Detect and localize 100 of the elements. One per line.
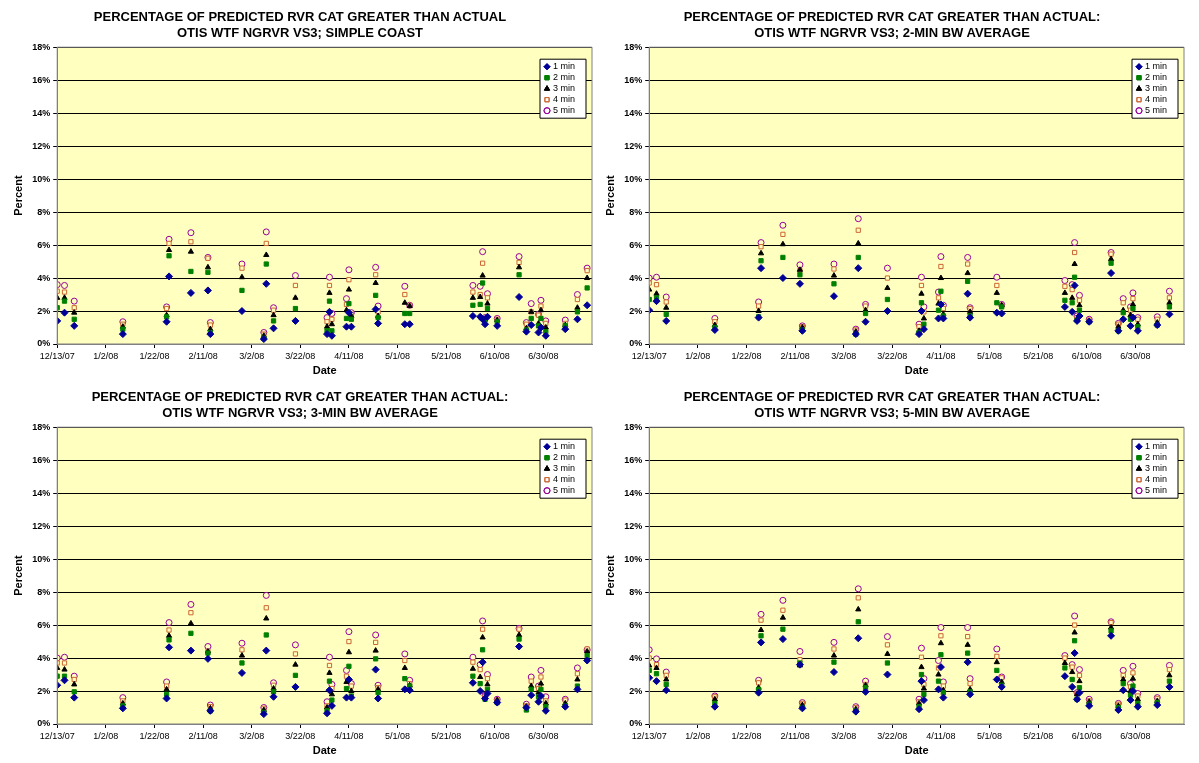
legend-label: 2 min (553, 72, 576, 83)
x-tick-label: 1/22/08 (731, 350, 762, 361)
x-tick-label: 6/10/08 (1071, 350, 1102, 361)
x-tick-label: 1/22/08 (139, 730, 170, 741)
y-tick-label: 12% (624, 520, 643, 531)
chart-title: PERCENTAGE OF PREDICTED RVR CAT GREATER THAN ACTUAL: OTIS WTF NGRVR VS3; 5-MIN BW AVERAGE (683, 389, 1101, 420)
x-axis-title: Date (312, 744, 337, 757)
legend-label: 1 min (553, 61, 576, 72)
x-tick-label: 6/30/08 (528, 350, 559, 361)
x-tick-label: 5/1/08 (385, 730, 411, 741)
x-tick-label: 6/30/08 (1120, 730, 1151, 741)
x-tick-label: 3/22/08 (877, 730, 908, 741)
y-tick-label: 16% (32, 74, 51, 85)
x-tick-label: 1/22/08 (731, 730, 762, 741)
x-tick-label: 12/13/07 (39, 730, 75, 741)
legend-label: 1 min (1145, 441, 1168, 452)
y-tick-label: 8% (629, 206, 643, 217)
y-tick-label: 8% (37, 586, 51, 597)
y-tick-label: 4% (629, 272, 643, 283)
y-tick-label: 14% (32, 107, 51, 118)
y-tick-label: 14% (32, 487, 51, 498)
y-axis-title: Percent (603, 555, 616, 596)
x-tick-label: 1/2/08 (93, 730, 119, 741)
x-tick-label: 4/11/08 (926, 730, 956, 741)
x-tick-label: 4/11/08 (334, 350, 364, 361)
y-tick-label: 0% (629, 338, 643, 349)
y-tick-label: 18% (32, 41, 51, 52)
x-tick-label: 4/11/08 (926, 350, 956, 361)
y-tick-label: 12% (32, 520, 51, 531)
legend-label: 2 min (553, 452, 576, 463)
x-tick-label: 2/11/08 (188, 730, 218, 741)
legend-label: 5 min (553, 485, 576, 496)
x-tick-label: 3/2/08 (239, 730, 265, 741)
legend-label: 5 min (553, 105, 576, 116)
y-tick-label: 10% (32, 553, 51, 564)
x-tick-label: 3/2/08 (831, 730, 857, 741)
x-axis-title: Date (904, 744, 929, 757)
legend-label: 4 min (553, 474, 576, 485)
y-tick-label: 0% (37, 718, 51, 729)
x-tick-label: 1/2/08 (685, 730, 711, 741)
legend-label: 5 min (1145, 485, 1168, 496)
x-tick-label: 12/13/07 (631, 730, 667, 741)
legend-label: 4 min (1145, 474, 1168, 485)
y-tick-label: 4% (629, 652, 643, 663)
y-tick-label: 10% (624, 173, 643, 184)
y-axis-title: Percent (11, 555, 24, 596)
legend-label: 1 min (1145, 61, 1168, 72)
legend-label: 2 min (1145, 452, 1168, 463)
y-tick-label: 18% (32, 421, 51, 432)
x-tick-label: 2/11/08 (188, 350, 218, 361)
y-tick-label: 18% (624, 421, 643, 432)
y-tick-label: 2% (37, 685, 51, 696)
legend-label: 2 min (1145, 72, 1168, 83)
y-tick-label: 0% (37, 338, 51, 349)
y-tick-label: 12% (624, 140, 643, 151)
y-axis-title: Percent (11, 175, 24, 216)
x-tick-label: 5/1/08 (977, 350, 1003, 361)
x-tick-label: 5/21/08 (431, 730, 462, 741)
x-tick-label: 5/21/08 (1023, 730, 1054, 741)
x-tick-label: 6/10/08 (479, 350, 510, 361)
y-tick-label: 12% (32, 140, 51, 151)
y-tick-label: 8% (629, 586, 643, 597)
legend-label: 4 min (553, 94, 576, 105)
y-tick-label: 2% (629, 305, 643, 316)
x-tick-label: 3/2/08 (239, 350, 265, 361)
x-tick-label: 1/22/08 (139, 350, 170, 361)
x-tick-label: 1/2/08 (93, 350, 119, 361)
chart-title: PERCENTAGE OF PREDICTED RVR CAT GREATER THAN ACTUAL: OTIS WTF NGRVR VS3; 2-MIN BW AVERAGE (683, 9, 1101, 40)
x-axis-title: Date (312, 364, 337, 377)
y-tick-label: 6% (37, 239, 51, 250)
x-tick-label: 4/11/08 (334, 730, 364, 741)
x-tick-label: 6/10/08 (1071, 730, 1102, 741)
x-tick-label: 3/2/08 (831, 350, 857, 361)
y-tick-label: 4% (37, 272, 51, 283)
y-tick-label: 16% (32, 454, 51, 465)
y-tick-label: 14% (624, 107, 643, 118)
y-tick-label: 14% (624, 487, 643, 498)
x-tick-label: 3/22/08 (285, 350, 316, 361)
x-tick-label: 12/13/07 (39, 350, 75, 361)
y-tick-label: 4% (37, 652, 51, 663)
y-tick-label: 6% (37, 619, 51, 630)
legend-label: 3 min (553, 83, 576, 94)
x-tick-label: 6/10/08 (479, 730, 510, 741)
legend-label: 3 min (553, 463, 576, 474)
x-tick-label: 3/22/08 (877, 350, 908, 361)
x-tick-label: 2/11/08 (780, 350, 810, 361)
y-tick-label: 16% (624, 454, 643, 465)
legend-label: 4 min (1145, 94, 1168, 105)
x-tick-label: 5/1/08 (977, 730, 1003, 741)
y-axis-title: Percent (603, 175, 616, 216)
x-tick-label: 6/30/08 (528, 730, 559, 741)
x-tick-label: 12/13/07 (631, 350, 667, 361)
legend-label: 3 min (1145, 83, 1168, 94)
x-tick-label: 5/21/08 (1023, 350, 1054, 361)
chart-title: PERCENTAGE OF PREDICTED RVR CAT GREATER THAN ACTUAL OTIS WTF NGRVR VS3; SIMPLE COAST (93, 9, 507, 40)
chart-title: PERCENTAGE OF PREDICTED RVR CAT GREATER THAN ACTUAL: OTIS WTF NGRVR VS3; 3-MIN BW AVERAGE (91, 389, 509, 420)
y-tick-label: 8% (37, 206, 51, 217)
x-tick-label: 2/11/08 (780, 730, 810, 741)
legend-label: 1 min (553, 441, 576, 452)
y-tick-label: 10% (624, 553, 643, 564)
